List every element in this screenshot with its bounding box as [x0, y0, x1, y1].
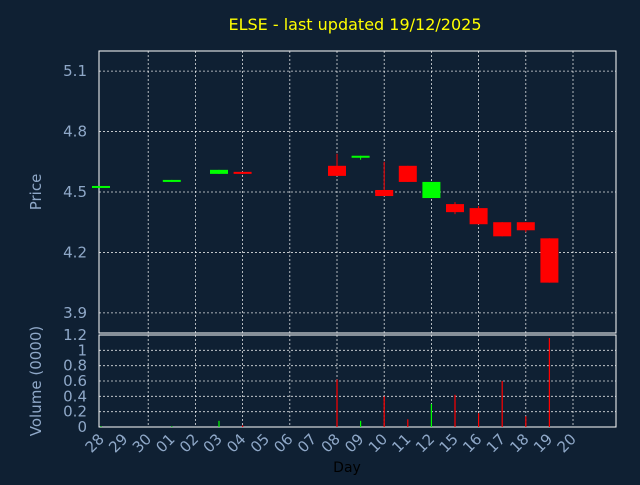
- day-tick-label: 01: [152, 430, 178, 456]
- price-candles: [92, 153, 559, 283]
- volume-tick-label: 1.2: [63, 326, 87, 344]
- volume-tick-label: 0.8: [63, 357, 87, 375]
- candle-body: [516, 222, 535, 231]
- volume-bars: [100, 338, 550, 427]
- volume-bar: [501, 381, 503, 427]
- price-axis-ticks: 5.1 4.8 4.5 4.2 3.9: [63, 62, 87, 322]
- volume-axis-label: Volume (0000): [27, 326, 45, 436]
- price-tick-label: 3.9: [63, 304, 87, 322]
- candle-body: [92, 185, 110, 188]
- price-gridlines: [99, 51, 616, 333]
- day-tick-label: 17: [483, 430, 509, 456]
- volume-bar: [360, 420, 362, 427]
- candle-body: [233, 171, 252, 174]
- volume-bar: [430, 404, 432, 427]
- volume-bar: [407, 419, 409, 427]
- day-axis-label: Day: [333, 460, 361, 476]
- volume-bar: [242, 425, 244, 427]
- price-tick-label: 4.2: [63, 243, 87, 261]
- candle-body: [493, 222, 512, 237]
- volume-bar: [218, 420, 220, 427]
- day-tick-label: 11: [388, 430, 414, 456]
- volume-bar: [171, 426, 173, 427]
- day-tick-label: 16: [459, 430, 485, 456]
- candle-body: [446, 204, 464, 213]
- day-tick-label: 09: [341, 430, 367, 456]
- volume-bar: [383, 396, 385, 427]
- volume-bar: [100, 426, 102, 427]
- volume-bar: [454, 394, 456, 427]
- candle-body: [469, 208, 488, 225]
- volume-tick-label: 0.6: [63, 372, 87, 390]
- candle-body: [375, 189, 394, 197]
- day-tick-label: 06: [270, 430, 296, 456]
- day-tick-label: 10: [365, 430, 391, 456]
- volume-bar: [478, 413, 480, 427]
- day-axis-ticks: 2829300102030405060708091011121516171819…: [82, 430, 580, 456]
- day-tick-label: 15: [436, 430, 462, 456]
- candle-body: [162, 179, 181, 182]
- price-tick-label: 4.8: [63, 123, 87, 141]
- volume-bar: [525, 416, 527, 427]
- candle-body: [351, 155, 370, 158]
- chart-title: ELSE - last updated 19/12/2025: [228, 15, 481, 34]
- day-tick-label: 18: [506, 430, 532, 456]
- volume-tick-label: 1: [77, 341, 87, 359]
- volume-tick-label: 0.2: [63, 403, 87, 421]
- candle-body: [210, 169, 228, 174]
- volume-gridlines: [99, 335, 616, 427]
- day-tick-label: 30: [129, 430, 155, 456]
- day-tick-label: 05: [247, 430, 273, 456]
- day-tick-label: 03: [200, 430, 226, 456]
- volume-bar: [548, 338, 550, 427]
- day-tick-label: 04: [223, 430, 249, 456]
- price-tick-label: 4.5: [63, 183, 87, 201]
- candle-body: [328, 165, 346, 176]
- day-tick-label: 08: [318, 430, 344, 456]
- price-axis-label: Price: [27, 174, 45, 211]
- price-tick-label: 5.1: [63, 62, 87, 80]
- day-tick-label: 19: [530, 430, 556, 456]
- price-panel-frame: [98, 50, 617, 334]
- candle-body: [398, 165, 417, 182]
- candle-body: [422, 181, 441, 199]
- volume-panel-frame: [98, 334, 617, 428]
- volume-axis-ticks: 1.210.80.60.40.20: [63, 326, 87, 436]
- day-tick-label: 07: [294, 430, 320, 456]
- volume-bar: [336, 379, 338, 427]
- day-tick-label: 29: [105, 430, 131, 456]
- day-tick-label: 02: [176, 430, 202, 456]
- volume-tick-label: 0.4: [63, 387, 87, 405]
- day-tick-label: 20: [554, 430, 580, 456]
- volume-tick-label: 0: [77, 418, 87, 436]
- day-tick-label: 12: [412, 430, 438, 456]
- candle-body: [540, 238, 559, 283]
